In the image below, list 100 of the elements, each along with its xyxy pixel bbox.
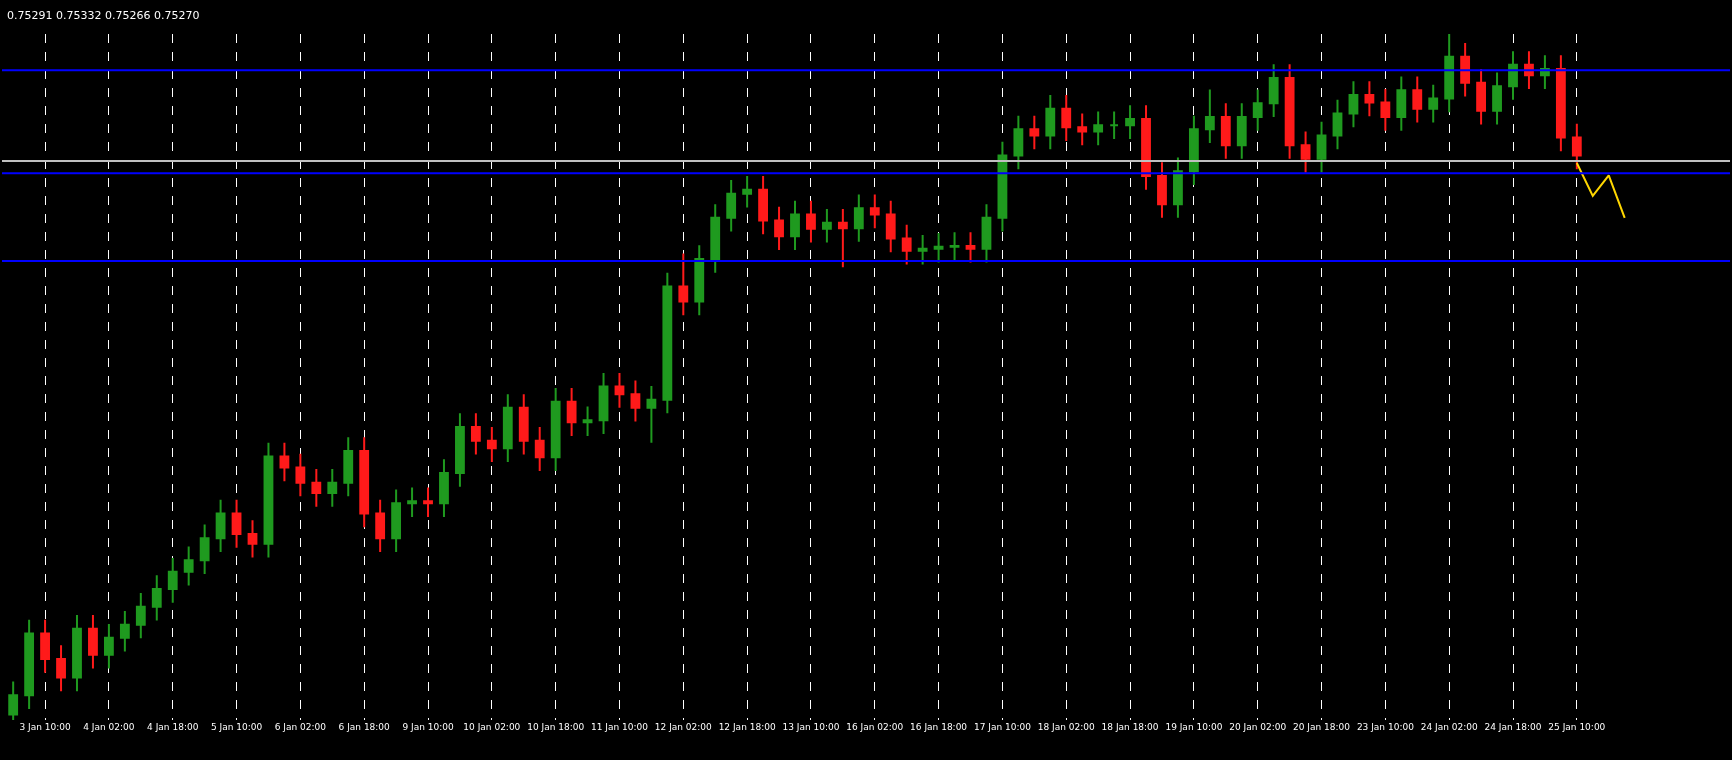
candlestick: [837, 207, 848, 269]
candlestick: [822, 207, 832, 244]
candlestick: [1444, 34, 1455, 114]
x-tick-label: 25 Jan 10:00: [1548, 722, 1606, 732]
x-tick-label: 20 Jan 18:00: [1293, 722, 1351, 732]
candlestick: [550, 386, 561, 472]
candlestick: [1412, 75, 1423, 124]
candlestick: [1460, 41, 1471, 98]
candlestick: [1492, 71, 1502, 126]
candlestick: [662, 271, 673, 415]
candlestick: [1252, 88, 1263, 132]
x-tick-label: 6 Jan 02:00: [274, 722, 327, 732]
candlestick: [135, 592, 146, 640]
x-tick-label: 10 Jan 02:00: [463, 722, 521, 732]
candlestick: [263, 441, 274, 559]
x-tick-label: 24 Jan 18:00: [1484, 722, 1542, 732]
candlestick: [502, 393, 513, 464]
candlestick: [774, 205, 784, 252]
candlestick: [1508, 50, 1518, 101]
candlestick: [1029, 114, 1040, 151]
x-tick-label: 20 Jan 02:00: [1229, 722, 1287, 732]
candlestick: [470, 412, 481, 456]
candlestick: [582, 405, 593, 437]
candlestick: [231, 498, 242, 549]
candlestick: [1348, 80, 1359, 129]
candlestick: [327, 467, 338, 508]
candlestick: [72, 614, 82, 693]
candlestick: [1220, 102, 1231, 160]
candlestick: [279, 441, 290, 483]
candlestick: [8, 680, 19, 720]
candlestick: [486, 426, 497, 464]
candlestick: [199, 523, 210, 575]
candlestick: [694, 244, 705, 317]
x-tick-label: 4 Jan 18:00: [147, 722, 199, 732]
candlestick: [1077, 112, 1088, 147]
candlestick: [1045, 94, 1056, 151]
candlestick: [853, 193, 864, 243]
candlestick: [742, 175, 753, 209]
candlestick: [534, 426, 545, 472]
x-tick-label: 17 Jan 10:00: [973, 722, 1032, 732]
candlestick: [949, 231, 960, 262]
candlestick: [1284, 63, 1295, 160]
candlestick: [1428, 83, 1439, 124]
candlestick: [1109, 110, 1120, 140]
x-tick-label: 12 Jan 18:00: [718, 722, 776, 732]
x-tick-label: 18 Jan 18:00: [1101, 722, 1159, 732]
candlestick: [710, 203, 721, 274]
candlestick: [518, 393, 529, 456]
candlestick: [678, 252, 689, 317]
candlestick: [1141, 104, 1151, 191]
candlestick: [375, 498, 386, 553]
candlestick: [1013, 114, 1024, 171]
candlestick: [40, 618, 50, 674]
candlestick: [423, 486, 433, 518]
candlestick: [1364, 80, 1375, 118]
text: 0.75291 0.75332 0.75266 0.75270: [7, 9, 200, 22]
x-tick-label: 24 Jan 02:00: [1420, 722, 1478, 732]
candlestick: [1236, 102, 1247, 160]
candlestick: [917, 234, 928, 266]
candlestick: [1571, 122, 1582, 171]
candlestick: [311, 467, 322, 508]
candlestick: [790, 199, 800, 252]
candlestick: [1268, 63, 1279, 119]
candlestick: [869, 193, 880, 230]
candlestick: [359, 436, 370, 529]
candlestick: [1157, 161, 1167, 219]
candlestick: [901, 223, 912, 266]
candlestick: [1380, 87, 1391, 132]
candlestick: [183, 545, 194, 587]
x-tick-label: 19 Jan 10:00: [1165, 722, 1223, 732]
x-tick-label: 13 Jan 10:00: [782, 722, 840, 732]
candlestick: [391, 488, 402, 553]
candlestick: [407, 486, 417, 518]
candlestick: [806, 199, 816, 244]
x-tick-label: 9 Jan 10:00: [402, 722, 454, 732]
candlestick: [566, 386, 577, 437]
candlestick: [598, 371, 609, 435]
x-tick-label: 4 Jan 02:00: [83, 722, 135, 732]
candlestick: [758, 175, 768, 236]
x-tick-label: 6 Jan 18:00: [338, 722, 391, 732]
candlestick: [167, 557, 178, 604]
x-tick-label: 23 Jan 10:00: [1356, 722, 1415, 732]
candlestick: [1396, 75, 1407, 132]
candlestick: [1555, 54, 1566, 153]
candlestick: [247, 519, 258, 559]
candlestick: [614, 371, 625, 409]
candlestick: [119, 609, 130, 653]
candlestick: [630, 379, 641, 423]
candlestick: [343, 436, 354, 498]
x-tick-label: 16 Jan 02:00: [846, 722, 904, 732]
candlestick: [103, 622, 114, 670]
x-tick-label: 3 Jan 10:00: [19, 722, 71, 732]
x-tick-label: 5 Jan 10:00: [210, 722, 263, 732]
candlestick: [726, 179, 737, 233]
candlestick: [215, 498, 226, 553]
candlestick: [1188, 114, 1199, 186]
candlestick: [1061, 94, 1072, 143]
candlestick: [997, 140, 1008, 233]
candlestick: [455, 412, 465, 488]
candlestick: [56, 644, 66, 693]
